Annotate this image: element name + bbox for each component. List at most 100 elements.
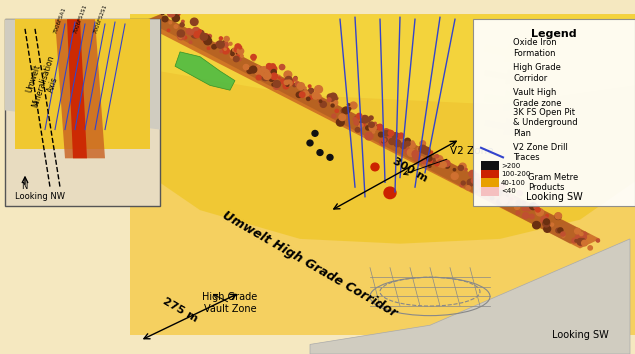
Circle shape	[177, 30, 185, 37]
Circle shape	[556, 228, 561, 233]
Circle shape	[596, 239, 599, 242]
Circle shape	[523, 212, 529, 218]
Circle shape	[575, 228, 580, 234]
Bar	[481, 161, 499, 170]
Circle shape	[271, 73, 277, 80]
Circle shape	[429, 165, 431, 167]
Circle shape	[440, 161, 446, 168]
Circle shape	[330, 93, 337, 100]
Circle shape	[373, 131, 375, 133]
Circle shape	[217, 41, 224, 48]
Circle shape	[392, 133, 399, 140]
Circle shape	[316, 95, 319, 97]
Circle shape	[284, 71, 291, 79]
Circle shape	[483, 192, 487, 196]
Polygon shape	[130, 15, 635, 244]
Circle shape	[264, 72, 271, 79]
Circle shape	[409, 142, 415, 148]
Circle shape	[231, 48, 237, 55]
Polygon shape	[15, 19, 150, 149]
Circle shape	[224, 48, 226, 50]
Polygon shape	[130, 15, 635, 104]
FancyBboxPatch shape	[473, 19, 635, 206]
Circle shape	[285, 76, 292, 83]
Circle shape	[572, 238, 577, 243]
Circle shape	[512, 199, 516, 203]
Circle shape	[229, 42, 232, 45]
Circle shape	[438, 162, 443, 167]
Circle shape	[294, 76, 297, 79]
Circle shape	[551, 223, 554, 226]
Circle shape	[271, 76, 276, 80]
Circle shape	[466, 186, 471, 190]
Bar	[481, 178, 499, 187]
Circle shape	[366, 118, 371, 121]
Circle shape	[399, 133, 404, 138]
Circle shape	[467, 179, 474, 186]
Text: 3K FS Open Pit
& Underground
Plan: 3K FS Open Pit & Underground Plan	[513, 108, 578, 138]
Circle shape	[178, 33, 185, 40]
Circle shape	[204, 34, 208, 38]
Circle shape	[506, 195, 508, 197]
Circle shape	[526, 206, 531, 211]
Circle shape	[317, 95, 321, 98]
Circle shape	[232, 48, 237, 52]
Circle shape	[262, 74, 264, 76]
Circle shape	[440, 161, 443, 165]
Circle shape	[309, 96, 312, 99]
Circle shape	[580, 239, 585, 243]
Circle shape	[204, 37, 211, 45]
Polygon shape	[310, 239, 630, 354]
Circle shape	[384, 131, 389, 136]
Circle shape	[423, 147, 431, 154]
Circle shape	[353, 117, 358, 121]
Circle shape	[499, 183, 505, 189]
Circle shape	[435, 154, 439, 158]
Circle shape	[271, 64, 276, 69]
Circle shape	[371, 163, 379, 171]
Text: 7006FS2S1: 7006FS2S1	[92, 4, 108, 35]
Circle shape	[411, 141, 414, 144]
Circle shape	[319, 100, 323, 104]
Circle shape	[536, 209, 544, 216]
Circle shape	[169, 21, 171, 24]
Circle shape	[186, 29, 192, 34]
Circle shape	[188, 29, 194, 35]
Text: Looking NW: Looking NW	[15, 192, 65, 201]
Circle shape	[516, 204, 519, 206]
Circle shape	[181, 24, 184, 27]
Circle shape	[418, 148, 422, 152]
Text: Legend: Legend	[531, 29, 577, 39]
Circle shape	[515, 200, 520, 204]
Circle shape	[582, 240, 587, 246]
Circle shape	[429, 160, 432, 162]
Circle shape	[293, 77, 297, 80]
Circle shape	[179, 36, 182, 39]
Circle shape	[298, 92, 303, 96]
Circle shape	[189, 41, 192, 44]
Circle shape	[581, 235, 587, 240]
Circle shape	[331, 104, 334, 107]
Circle shape	[369, 116, 373, 120]
Circle shape	[580, 232, 583, 236]
Circle shape	[237, 48, 244, 54]
Circle shape	[504, 200, 509, 205]
Circle shape	[555, 213, 561, 219]
Circle shape	[182, 20, 184, 23]
Circle shape	[297, 92, 302, 97]
Circle shape	[200, 33, 203, 36]
Circle shape	[544, 219, 549, 224]
Circle shape	[203, 38, 208, 42]
Circle shape	[231, 53, 236, 58]
Circle shape	[271, 73, 276, 79]
Circle shape	[536, 207, 540, 212]
Circle shape	[309, 85, 311, 87]
Circle shape	[530, 214, 534, 219]
Polygon shape	[55, 19, 105, 158]
FancyArrow shape	[485, 44, 533, 61]
Circle shape	[474, 173, 479, 178]
Circle shape	[481, 176, 487, 182]
Circle shape	[207, 47, 210, 50]
Circle shape	[191, 30, 199, 38]
Circle shape	[420, 146, 425, 151]
